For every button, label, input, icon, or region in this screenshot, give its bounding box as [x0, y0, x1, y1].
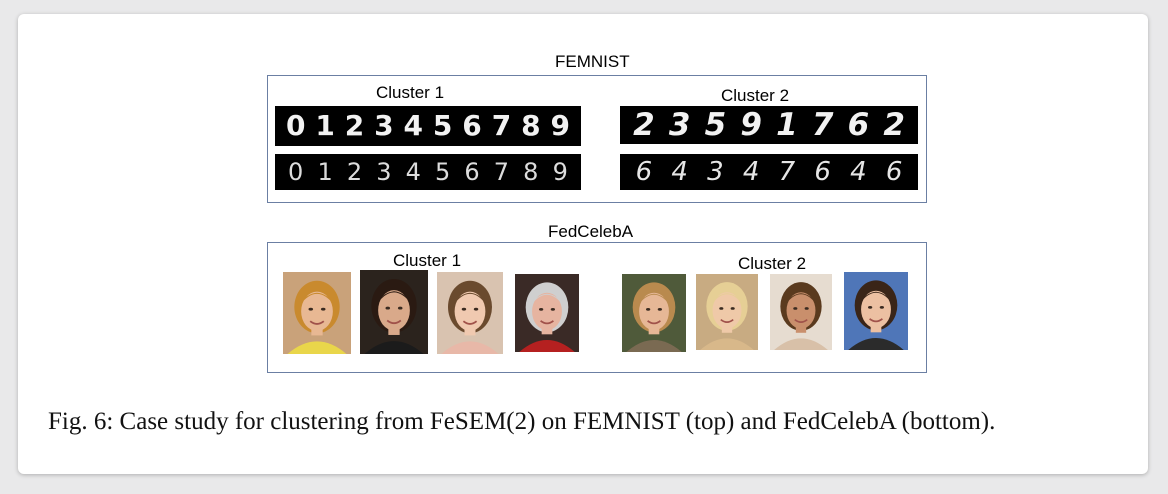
handwritten-digit: 0 [285, 109, 306, 142]
face-brunette-smile [844, 272, 908, 350]
face-young-girl [437, 272, 503, 354]
handwritten-digit: 9 [740, 106, 762, 143]
handwritten-digit: 4 [850, 157, 867, 187]
fedceleba-title: FedCelebA [548, 222, 634, 241]
femnist-title: FEMNIST [555, 52, 630, 71]
handwritten-digit: 5 [435, 158, 451, 186]
face-dark-hair-woman [360, 270, 428, 354]
handwritten-digit: 1 [317, 158, 333, 186]
face-wavy-blonde [622, 274, 686, 352]
fedceleba-cluster1-label: Cluster 1 [393, 251, 462, 270]
handwritten-digit: 6 [462, 109, 482, 142]
handwritten-digit: 2 [344, 109, 365, 142]
face-curly-brunette [770, 274, 832, 350]
handwritten-digit: 6 [464, 158, 480, 186]
handwritten-digit: 8 [521, 109, 541, 142]
handwritten-digit: 7 [778, 157, 796, 187]
handwritten-digit: 9 [552, 158, 568, 186]
handwritten-digit: 5 [432, 109, 453, 142]
handwritten-digit: 9 [550, 109, 570, 142]
handwritten-digit: 6 [635, 157, 653, 187]
handwritten-digit: 7 [491, 109, 512, 142]
handwritten-digit: 3 [376, 158, 392, 186]
handwritten-digit: 2 [346, 158, 363, 186]
handwritten-digit: 5 [704, 106, 727, 143]
handwritten-digit: 6 [847, 106, 870, 143]
handwritten-digit: 6 [885, 157, 903, 187]
handwritten-digit: 1 [776, 106, 798, 143]
handwritten-digit: 8 [523, 158, 539, 186]
handwritten-digit: 6 [814, 157, 831, 187]
femnist-cluster2-label: Cluster 2 [721, 86, 790, 105]
handwritten-digit: 3 [668, 106, 691, 143]
handwritten-digit: 4 [671, 157, 688, 187]
face-platinum-blonde [696, 274, 758, 350]
handwritten-digit: 4 [403, 109, 423, 142]
femnist-cluster1-label: Cluster 1 [376, 83, 445, 102]
handwritten-digit: 0 [288, 158, 304, 186]
handwritten-digit: 1 [315, 109, 335, 142]
figure-caption: Fig. 6: Case study for clustering from F… [48, 408, 996, 435]
handwritten-digit: 3 [374, 109, 394, 142]
handwritten-digit: 3 [707, 157, 724, 187]
handwritten-digit: 7 [811, 106, 834, 143]
face-silver-hair-woman [515, 274, 579, 352]
face-blond-boy [283, 272, 351, 354]
handwritten-digit: 7 [493, 158, 510, 186]
handwritten-digit: 2 [883, 106, 905, 143]
handwritten-digit: 4 [742, 157, 760, 187]
fedceleba-cluster2-label: Cluster 2 [738, 254, 807, 273]
handwritten-digit: 2 [633, 106, 655, 143]
handwritten-digit: 4 [405, 158, 421, 186]
